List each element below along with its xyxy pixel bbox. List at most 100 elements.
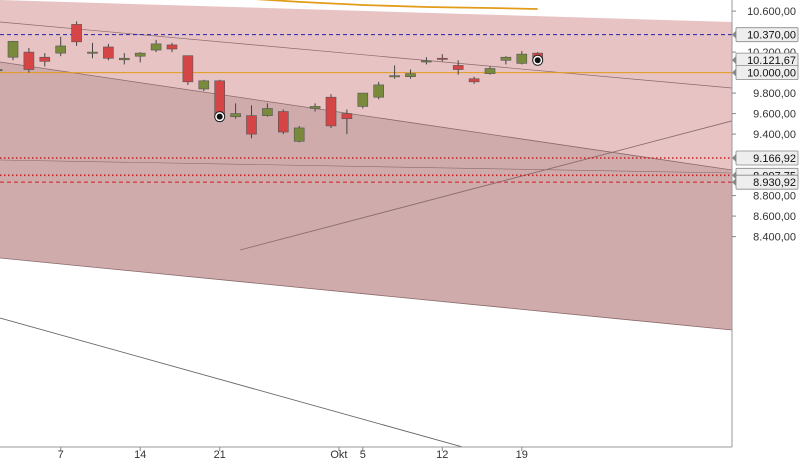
candle-body <box>405 73 416 77</box>
candle <box>182 55 194 85</box>
level-label-text: 8.930,92 <box>753 177 796 189</box>
candle <box>421 57 432 65</box>
downtrend-line <box>0 317 465 447</box>
candle-body <box>373 84 385 98</box>
candle <box>293 125 305 143</box>
candle-body <box>87 51 98 54</box>
candle-body <box>246 115 257 135</box>
level-label-text: 10.121,67 <box>747 55 796 67</box>
candle-body <box>55 45 67 54</box>
level-labels: 11.126,7310.967,0110.801,3810.370,0010.1… <box>732 27 799 190</box>
level-label-pointer <box>732 178 736 187</box>
candle-body <box>516 53 528 64</box>
x-axis: p71421Okt51219 <box>0 447 528 461</box>
candle-body <box>198 80 210 90</box>
y-tick-label: 9.400,00 <box>753 129 796 141</box>
level-label-pointer <box>732 171 736 180</box>
candle-body <box>7 41 19 58</box>
candles <box>0 21 544 143</box>
candle-body <box>309 106 321 109</box>
level-label: 8.930,92 <box>732 174 799 190</box>
candle <box>341 109 353 135</box>
candle <box>7 40 19 61</box>
x-tick-label: Okt <box>330 449 347 461</box>
candle-body <box>277 111 289 133</box>
candle <box>389 65 400 79</box>
candle-body <box>484 68 496 74</box>
candle <box>134 52 146 63</box>
candle-body <box>71 24 82 43</box>
candle <box>166 42 178 53</box>
moving-average <box>255 0 538 10</box>
signal-marker <box>214 111 226 123</box>
candle <box>500 56 512 65</box>
candle-body <box>39 56 51 62</box>
channel-lower-line <box>0 257 732 331</box>
candle <box>119 53 130 65</box>
candle <box>373 81 385 100</box>
channel-base-line <box>0 159 732 174</box>
candle <box>516 51 528 65</box>
x-tick-label: 19 <box>516 449 528 461</box>
candle <box>150 39 162 53</box>
level-label-text: 9.166,92 <box>753 153 796 165</box>
trend-lines <box>0 120 732 447</box>
candle-body <box>166 44 178 50</box>
candle-body <box>389 75 400 78</box>
level-label-text: 10.000,00 <box>747 68 796 80</box>
trend-channels <box>0 0 732 331</box>
candle-body <box>134 52 146 57</box>
uptrend-line <box>239 120 732 251</box>
candle <box>23 48 35 73</box>
candle <box>103 43 114 61</box>
candle-body <box>103 46 114 59</box>
level-label: 10.000,00 <box>732 65 799 80</box>
inner-channel <box>0 62 732 330</box>
candle-body <box>0 69 3 72</box>
candle-body <box>182 55 194 83</box>
candle-body <box>341 113 353 120</box>
x-tick-label: 14 <box>134 449 146 461</box>
level-label: 10.121,67 <box>732 52 799 68</box>
candle <box>230 103 241 119</box>
candle <box>484 66 496 75</box>
candle <box>0 69 3 72</box>
candle <box>468 76 480 84</box>
channel-upper-line <box>0 61 732 171</box>
candle-body <box>436 57 448 60</box>
candle <box>246 105 257 139</box>
y-tick-label: 9.800,00 <box>753 88 796 100</box>
candle <box>452 60 464 75</box>
y-tick-label: 9.600,00 <box>753 109 796 121</box>
signal-marker-dot <box>534 57 541 64</box>
candle <box>262 103 273 117</box>
y-tick-label: 10.600,00 <box>747 6 796 18</box>
y-tick-label: 8.400,00 <box>753 232 796 244</box>
x-tick-label: 21 <box>214 449 226 461</box>
candle <box>436 54 448 62</box>
candle <box>87 42 98 59</box>
candle-body <box>119 57 130 61</box>
candle-body <box>468 78 480 83</box>
level-label-pointer <box>732 56 736 65</box>
moving-average-line <box>255 0 538 10</box>
level-label-pointer <box>732 153 736 162</box>
candle-body <box>325 96 337 127</box>
signal-marker <box>532 54 544 66</box>
x-tick-label: 5 <box>360 449 366 461</box>
candle-body <box>452 65 464 70</box>
candle <box>325 94 337 128</box>
level-label: 9.166,92 <box>732 150 799 166</box>
channel-mid-line <box>0 21 732 89</box>
candle <box>357 92 369 109</box>
candle-body <box>150 43 162 51</box>
signal-marker-dot <box>216 113 223 120</box>
candle-body <box>262 108 273 116</box>
candle <box>309 103 321 112</box>
candle-body <box>357 92 369 107</box>
candle-body <box>293 127 305 142</box>
candle <box>405 69 416 79</box>
candle <box>39 53 51 67</box>
